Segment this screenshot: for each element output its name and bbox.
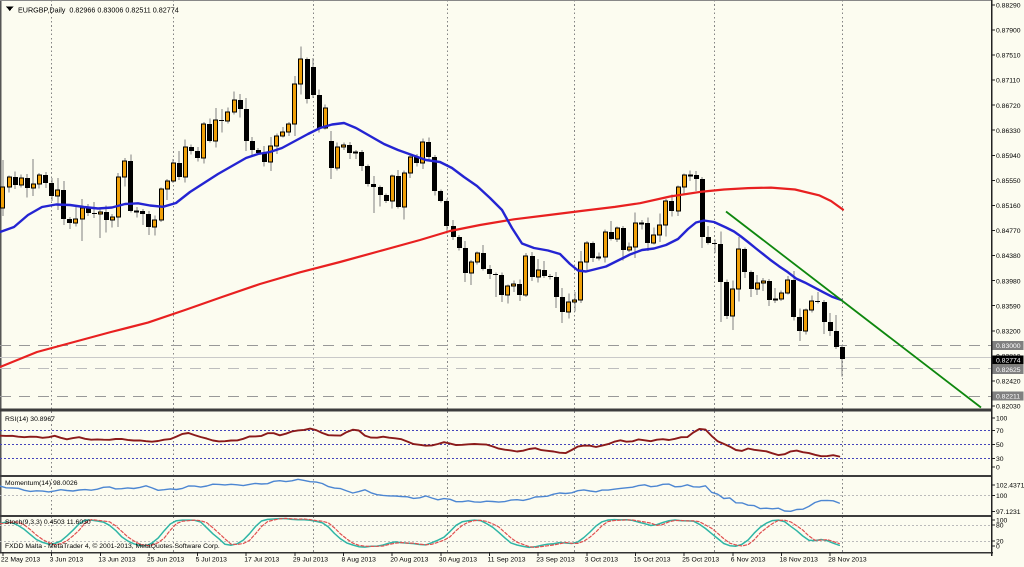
svg-text:97.1231: 97.1231 [996, 509, 1021, 516]
svg-text:3 Jun 2013: 3 Jun 2013 [50, 557, 84, 564]
svg-text:0.82030: 0.82030 [996, 404, 1021, 411]
svg-text:50: 50 [996, 442, 1004, 449]
svg-text:0.83000: 0.83000 [996, 343, 1021, 350]
svg-text:5 Jul 2013: 5 Jul 2013 [196, 557, 228, 564]
svg-text:0.82774: 0.82774 [996, 357, 1021, 364]
svg-text:0.82211: 0.82211 [996, 394, 1020, 401]
svg-text:0.87900: 0.87900 [996, 28, 1021, 35]
svg-text:0.83200: 0.83200 [996, 328, 1021, 335]
svg-text:18 Nov 2013: 18 Nov 2013 [779, 557, 818, 564]
svg-text:Stoch(9,3,3) 0.4503 11.6030: Stoch(9,3,3) 0.4503 11.6030 [5, 519, 91, 526]
svg-text:70: 70 [996, 428, 1004, 435]
svg-text:30: 30 [996, 456, 1004, 463]
svg-text:0.82625: 0.82625 [996, 367, 1021, 374]
svg-text:0.83590: 0.83590 [996, 303, 1021, 310]
svg-text:0.82420: 0.82420 [996, 379, 1021, 386]
svg-text:0.85160: 0.85160 [996, 203, 1021, 210]
svg-text:0.86720: 0.86720 [996, 103, 1021, 110]
svg-text:102.4371: 102.4371 [996, 483, 1024, 490]
svg-text:0.88290: 0.88290 [996, 3, 1021, 10]
svg-text:100: 100 [996, 518, 1008, 525]
svg-text:Momentum(14) 98.0026: Momentum(14) 98.0026 [5, 480, 78, 487]
svg-text:100: 100 [996, 493, 1008, 500]
svg-text:25 Jun 2013: 25 Jun 2013 [147, 557, 185, 564]
svg-text:11 Sep 2013: 11 Sep 2013 [488, 557, 526, 564]
svg-text:0.83980: 0.83980 [996, 278, 1021, 285]
svg-text:8 Aug 2013: 8 Aug 2013 [342, 557, 377, 564]
svg-text:20 Aug 2013: 20 Aug 2013 [390, 557, 428, 564]
svg-text:0.86330: 0.86330 [996, 128, 1021, 135]
svg-text:30 Aug 2013: 30 Aug 2013 [439, 557, 477, 564]
svg-text:80: 80 [996, 523, 1004, 530]
svg-text:6 Nov 2013: 6 Nov 2013 [731, 557, 766, 564]
svg-text:EURGBP,Daily 0.82966 0.83006: EURGBP,Daily 0.82966 0.83006 0.82511 0.8… [18, 6, 179, 15]
svg-text:3 Oct 2013: 3 Oct 2013 [585, 557, 618, 564]
svg-text:23 Sep 2013: 23 Sep 2013 [536, 557, 575, 564]
svg-text:100: 100 [996, 416, 1008, 423]
svg-text:20: 20 [996, 539, 1004, 546]
svg-text:15 Oct 2013: 15 Oct 2013 [634, 557, 671, 564]
svg-text:17 Jul 2013: 17 Jul 2013 [244, 557, 279, 564]
svg-text:0.85550: 0.85550 [996, 178, 1021, 185]
svg-text:0.84770: 0.84770 [996, 228, 1021, 235]
svg-text:22 May 2013: 22 May 2013 [1, 557, 41, 564]
svg-text:29 Jul 2013: 29 Jul 2013 [293, 557, 328, 564]
svg-text:RSI(14) 30.8967: RSI(14) 30.8967 [5, 416, 55, 423]
svg-text:0.85940: 0.85940 [996, 153, 1021, 160]
svg-text:FXDD Malta - MetaTrader 4, © 2: FXDD Malta - MetaTrader 4, © 2001-2013, … [5, 542, 220, 550]
svg-text:0: 0 [996, 465, 1000, 472]
svg-text:0.84380: 0.84380 [996, 253, 1021, 260]
svg-text:0: 0 [996, 544, 1000, 551]
svg-text:25 Oct 2013: 25 Oct 2013 [682, 557, 719, 564]
svg-text:0.87110: 0.87110 [996, 78, 1020, 85]
svg-text:28 Nov 2013: 28 Nov 2013 [828, 557, 867, 564]
svg-text:0.87510: 0.87510 [996, 53, 1021, 60]
svg-text:13 Jun 2013: 13 Jun 2013 [98, 557, 136, 564]
